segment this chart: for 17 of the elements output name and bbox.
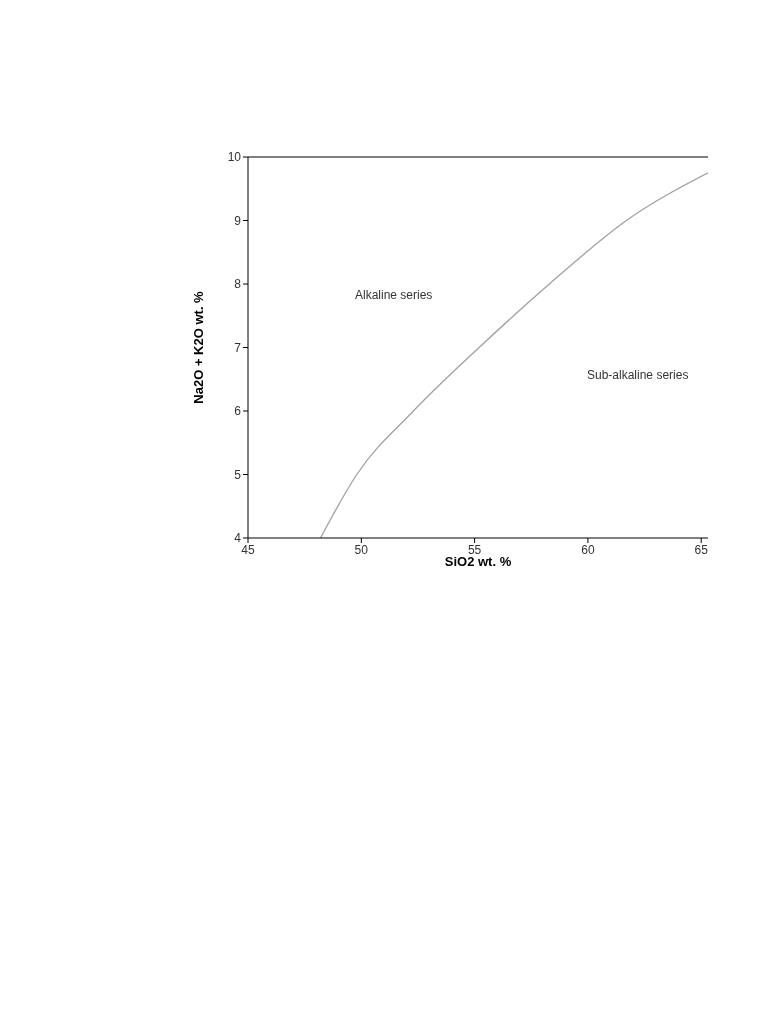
y-tick-label: 6 [234, 404, 242, 419]
x-tick-label: 45 [241, 542, 255, 557]
y-tick-label: 7 [234, 340, 242, 355]
line-series [319, 172, 708, 538]
y-tick-label: 8 [234, 277, 242, 292]
y-axis-title: Na2O + K2O wt. % [190, 290, 206, 404]
y-tick-label: 5 [234, 467, 242, 482]
x-tick-label: 60 [581, 542, 595, 557]
annotation: Alkaline series [355, 288, 433, 302]
annotation: Sub-alkaline series [587, 368, 689, 382]
x-tick-label: 55 [467, 542, 482, 557]
x-tick-label: 65 [694, 542, 709, 557]
y-tick-label: 10 [227, 150, 242, 165]
y-tick-label: 9 [234, 213, 242, 228]
y-tick-label: 4 [234, 531, 242, 546]
x-axis-title: SiO2 wt. % [444, 554, 512, 569]
x-tick-label: 50 [354, 542, 369, 557]
